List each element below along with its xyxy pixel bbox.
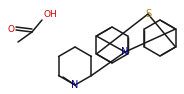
- Text: O: O: [7, 25, 14, 34]
- Text: OH: OH: [43, 10, 57, 19]
- Text: N: N: [71, 80, 79, 90]
- Text: S: S: [145, 9, 151, 19]
- Text: N: N: [121, 47, 129, 57]
